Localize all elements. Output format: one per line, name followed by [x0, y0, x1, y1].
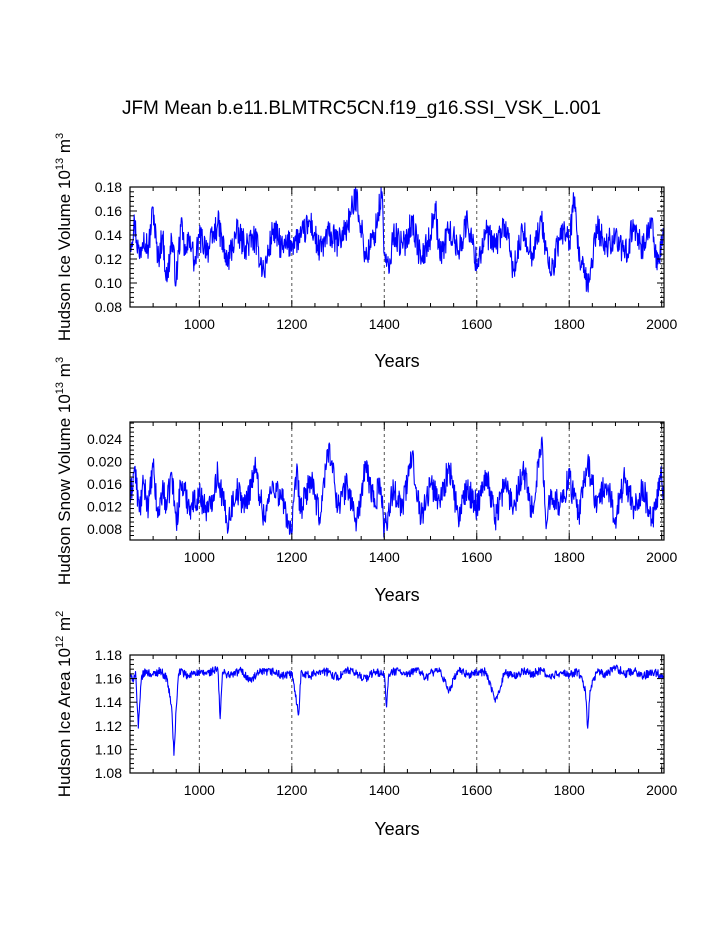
y-axis-label: Hudson Ice Area 1012 m2 [54, 611, 74, 798]
y-label-name: Hudson Ice Volume 10 [55, 170, 74, 341]
y-tick-label: 0.08 [95, 299, 122, 315]
x-axis-label: Years [374, 585, 419, 605]
y-axis-label: Hudson Ice Volume 1013 m3 [54, 133, 74, 341]
x-tick-label: 2000 [646, 782, 677, 798]
x-tick-label: 1600 [461, 549, 492, 565]
chart-panel-3: 1000 1200 1400 1600 1800 2000 1.08 1.10 1.12 1.14… [54, 611, 677, 839]
y-tick-label: 1.10 [95, 741, 122, 757]
y-label-exponent: 13 [54, 382, 66, 394]
x-tick-label: 1000 [184, 782, 215, 798]
x-tick-label: 1400 [369, 549, 400, 565]
x-axis-label: Years [374, 351, 419, 371]
y-label-unit: m [55, 139, 74, 158]
chart-panel-1: 1000 1200 1400 1600 1800 2000 0.08 0.10 0.12 0.14… [54, 133, 677, 371]
y-label-unit-exponent: 3 [54, 357, 66, 363]
x-tick-label: 1200 [276, 316, 307, 332]
data-series-line [129, 664, 665, 756]
x-tick-label: 1000 [184, 316, 215, 332]
page-title: JFM Mean b.e11.BLMTRC5CN.f19_g16.SSI_VSK… [121, 98, 602, 119]
y-tick-label: 0.10 [95, 275, 122, 291]
y-tick-label: 1.18 [95, 647, 122, 663]
x-tick-label: 1200 [276, 549, 307, 565]
y-tick-label: 0.020 [87, 453, 122, 469]
y-tick-label: 0.024 [87, 431, 122, 447]
data-series-line [129, 187, 665, 293]
y-label-unit: m [55, 363, 74, 382]
x-tick-label: 1000 [184, 549, 215, 565]
x-tick-label: 2000 [646, 316, 677, 332]
y-label-unit: m [55, 617, 74, 636]
y-axis-label: Hudson Snow Volume 1013 m3 [54, 357, 74, 585]
y-label-unit-exponent: 2 [54, 611, 66, 617]
y-label-unit-exponent: 3 [54, 133, 66, 139]
y-label-name: Hudson Ice Area 10 [55, 648, 74, 797]
chart-panel-2: 1000 1200 1400 1600 1800 2000 0.008 0.012 0.016 0… [54, 357, 677, 605]
plot-frame [129, 654, 665, 774]
y-tick-label: 0.14 [95, 227, 122, 243]
x-tick-label: 1600 [461, 782, 492, 798]
x-tick-label: 1400 [369, 782, 400, 798]
y-tick-label: 0.012 [87, 498, 122, 514]
x-axis-label: Years [374, 819, 419, 839]
y-tick-label: 0.008 [87, 521, 122, 537]
plot-frame [129, 186, 665, 308]
data-series-line [129, 436, 665, 538]
x-tick-label: 1600 [461, 316, 492, 332]
x-tick-label: 1400 [369, 316, 400, 332]
x-tick-label: 1200 [276, 782, 307, 798]
y-label-exponent: 13 [54, 158, 66, 170]
y-tick-label: 1.08 [95, 765, 122, 781]
y-tick-label: 1.14 [95, 694, 122, 710]
y-tick-label: 1.16 [95, 671, 122, 687]
y-tick-label: 0.016 [87, 476, 122, 492]
y-tick-label: 1.12 [95, 718, 122, 734]
plot-frame [129, 421, 665, 541]
y-label-exponent: 12 [54, 636, 66, 648]
y-tick-label: 0.18 [95, 179, 122, 195]
y-tick-label: 0.12 [95, 251, 122, 267]
y-tick-label: 0.16 [95, 203, 122, 219]
x-tick-label: 1800 [554, 549, 585, 565]
x-tick-label: 1800 [554, 316, 585, 332]
x-tick-label: 1800 [554, 782, 585, 798]
x-tick-label: 2000 [646, 549, 677, 565]
y-label-name: Hudson Snow Volume 10 [55, 394, 74, 585]
